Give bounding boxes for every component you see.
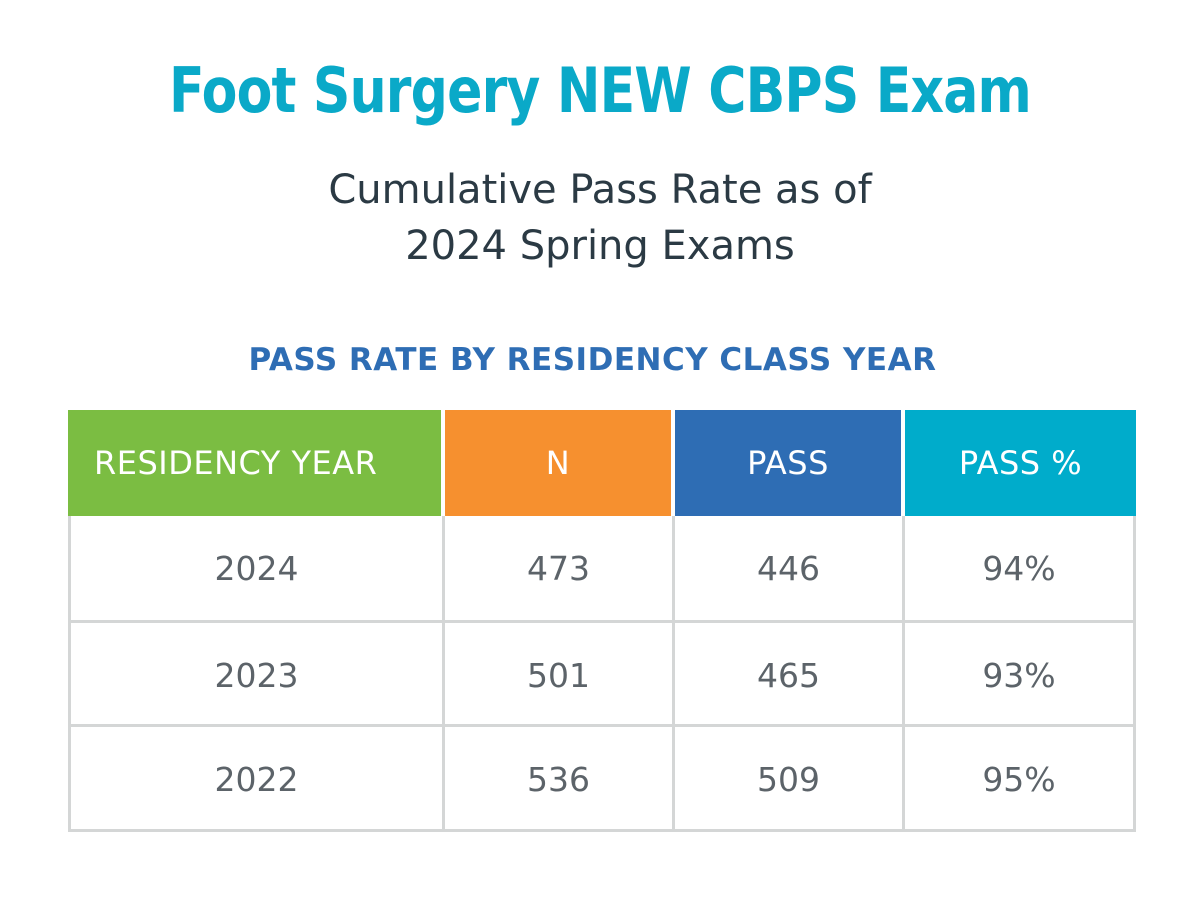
header-n: N xyxy=(445,410,671,516)
cell-pass-pct: 93% xyxy=(982,655,1056,695)
cell-n: 501 xyxy=(445,623,675,727)
page-title: Foot Surgery NEW CBPS Exam xyxy=(169,54,1032,127)
cell-pass: 465 xyxy=(675,623,905,727)
table-body: 2024 473 446 94% 2023 501 465 93% 2022 5… xyxy=(68,516,1136,832)
header-pass-pct: PASS % xyxy=(905,410,1136,516)
cell-residency-year: 2024 xyxy=(71,516,445,620)
table-row: 2023 501 465 93% xyxy=(71,620,1133,727)
cell-n: 536 xyxy=(445,727,675,831)
cell-residency-year: 2022 xyxy=(71,727,445,831)
cell-n: 473 xyxy=(445,516,675,620)
subtitle-line-1: Cumulative Pass Rate as of xyxy=(328,167,872,213)
cell-pass: 446 xyxy=(675,516,905,620)
cell-pass-pct: 95% xyxy=(982,759,1056,799)
cell-pass-pct: 94% xyxy=(982,548,1056,588)
header-pass: PASS xyxy=(675,410,901,516)
cell-residency-year: 2023 xyxy=(71,623,445,727)
table-row: 2024 473 446 94% xyxy=(71,516,1133,620)
header-residency-year: RESIDENCY YEAR xyxy=(68,410,441,516)
pass-rate-table: RESIDENCY YEAR N PASS PASS % 2024 473 44… xyxy=(68,410,1136,832)
subtitle-line-2: 2024 Spring Exams xyxy=(405,223,795,269)
cell-pass: 509 xyxy=(675,727,905,831)
table-row: 2022 536 509 95% xyxy=(71,724,1133,831)
table-caption: PASS RATE BY RESIDENCY CLASS YEAR xyxy=(248,342,937,378)
page-subtitle: Cumulative Pass Rate as of 2024 Spring E… xyxy=(0,162,1200,274)
